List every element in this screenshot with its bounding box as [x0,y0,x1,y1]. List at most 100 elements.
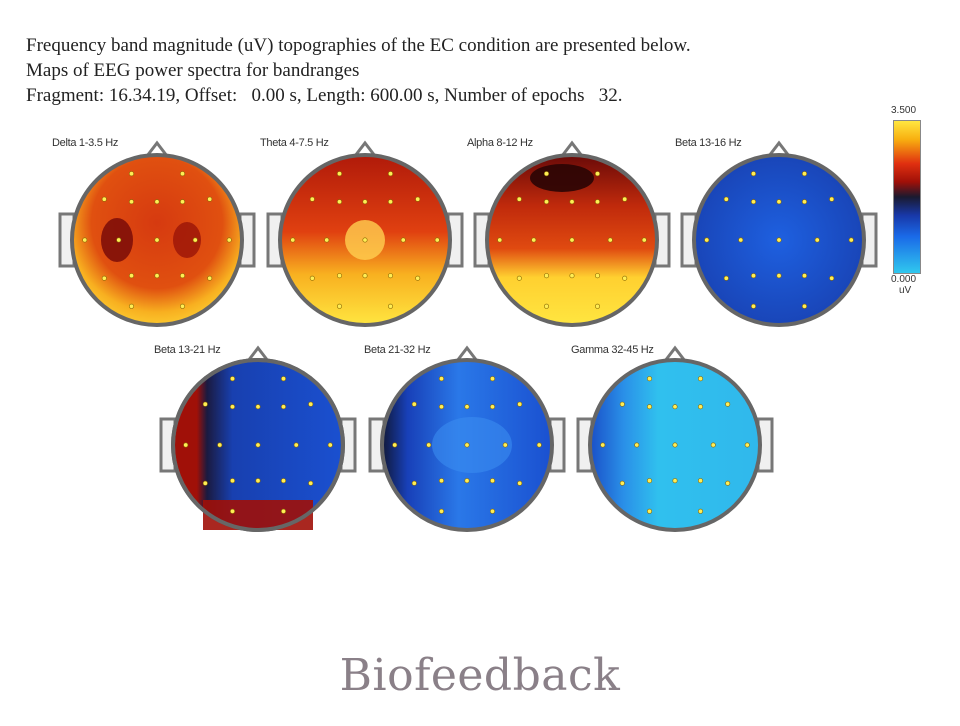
electrode-dot [280,508,286,514]
electrode-dot [619,480,625,486]
electrode-dot [280,478,286,484]
electrode-dot [516,196,522,202]
electrode-dot [543,303,549,309]
electrode-dot [497,237,503,243]
electrode-dot [387,199,393,205]
electrode-dot [327,442,333,448]
electrode-dot [801,199,807,205]
electrode-dot [411,480,417,486]
nose [455,345,479,362]
electrode-dot [594,273,600,279]
electrode-dot [82,237,88,243]
electrode-dot [426,442,432,448]
electrode-dot [594,303,600,309]
electrode-dot [387,303,393,309]
head-map-delta [58,140,256,327]
scale-min-label: 0.000 [891,274,917,285]
color-scale-bar [893,120,921,274]
electrode-dot [725,401,731,407]
electrode-dot [180,199,186,205]
nose [246,345,270,362]
electrode-dot [517,480,523,486]
electrode-dot [336,199,342,205]
map-label-beta-13-21: Beta 13-21 Hz [154,344,221,356]
electrode-dot [776,237,782,243]
electrode-dot [619,401,625,407]
electrode-dot [489,404,495,410]
nose [353,140,377,157]
electrode-dot [594,171,600,177]
map-label-alpha: Alpha 8-12 Hz [467,137,533,149]
electrode-dot [154,273,160,279]
header-line-3: Fragment: 16.34.19, Offset: 0.00 s, Leng… [26,85,623,106]
electrode-dot [255,442,261,448]
electrode-dot [829,196,835,202]
electrode-dot [723,196,729,202]
electrode-dot [415,196,421,202]
electrode-dot [569,237,575,243]
electrode-dot [704,237,710,243]
electrode-dot [543,273,549,279]
electrode-dot [392,442,398,448]
electrode-dot [387,273,393,279]
electrode-dot [129,303,135,309]
electrode-dot [387,171,393,177]
electrode-dot [362,237,368,243]
electrode-dot [308,480,314,486]
electrode-dot [536,442,542,448]
electrode-dot [293,442,299,448]
nose [767,140,791,157]
head-map-alpha [473,140,671,327]
map-label-theta: Theta 4-7.5 Hz [260,137,329,149]
caption-title: Biofeedback [339,650,621,701]
electrode-dot [543,171,549,177]
nose [560,140,584,157]
electrode-dot [543,199,549,205]
electrode-dot [129,273,135,279]
electrode-dot [776,199,782,205]
electrode-dot [622,275,628,281]
hotspot [530,164,594,192]
electrode-dot [725,480,731,486]
electrode-dot [531,237,537,243]
electrode-dot [672,404,678,410]
map-label-beta-13-16: Beta 13-16 Hz [675,137,742,149]
electrode-dot [516,275,522,281]
electrode-dot [710,442,716,448]
electrode-dot [226,237,232,243]
electrode-dot [180,303,186,309]
electrode-dot [723,275,729,281]
electrode-dot [230,376,236,382]
electrode-dot [336,171,342,177]
electrode-dot [464,404,470,410]
electrode-dot [489,478,495,484]
hotspot [203,500,313,530]
electrode-dot [848,237,854,243]
electrode-dot [202,480,208,486]
electrode-dot [697,478,703,484]
electrode-dot [116,237,122,243]
electrode-dot [290,237,296,243]
electrode-dot [489,376,495,382]
electrode-dot [517,401,523,407]
electrode-dot [434,237,440,243]
electrode-dot [336,303,342,309]
electrode-dot [309,275,315,281]
scale-unit-label: uV [899,285,912,296]
electrode-dot [400,237,406,243]
electrode-dot [183,442,189,448]
electrode-dot [180,171,186,177]
electrode-dot [230,508,236,514]
map-label-gamma: Gamma 32-45 Hz [571,344,654,356]
electrode-dot [280,404,286,410]
map-label-delta: Delta 1-3.5 Hz [52,137,119,149]
electrode-dot [744,442,750,448]
electrode-dot [672,478,678,484]
electrode-dot [255,404,261,410]
electrode-dot [750,303,756,309]
electrode-dot [594,199,600,205]
electrode-dot [634,442,640,448]
electrode-dot [750,199,756,205]
electrode-dot [309,196,315,202]
head-map-gamma [576,345,774,532]
